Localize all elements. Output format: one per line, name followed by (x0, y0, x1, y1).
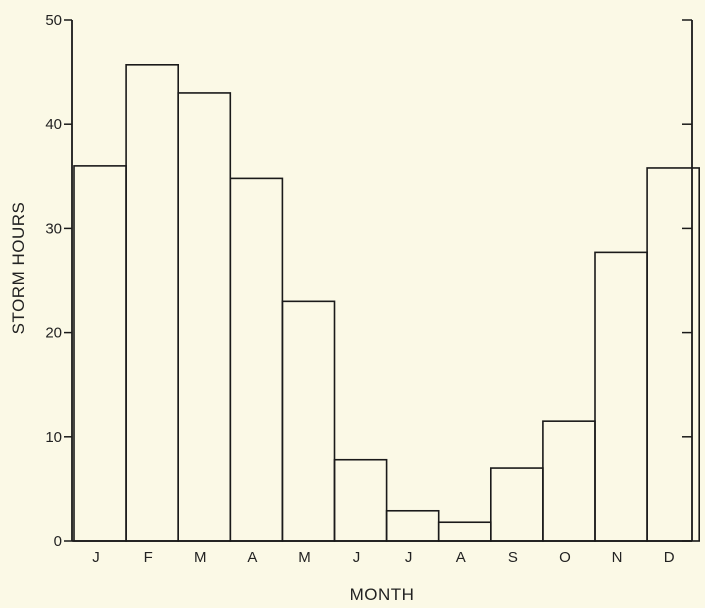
y-tick-label-30: 30 (45, 220, 62, 237)
bar-6 (333, 458, 388, 542)
x-tick-label-4: A (247, 549, 257, 566)
x-tick-label-9: S (508, 549, 518, 566)
x-axis-title: MONTH (350, 585, 415, 604)
bars-group (73, 64, 700, 542)
bar-7 (385, 509, 440, 542)
x-tick-label-5: M (298, 549, 311, 566)
y-tick-label-50: 50 (45, 12, 62, 29)
x-tick-label-2: F (144, 549, 153, 566)
bar-10 (542, 420, 596, 542)
x-tick-label-3: M (194, 549, 207, 566)
bar-5 (281, 300, 336, 542)
ticks-group: 0 10 20 30 40 50 (45, 12, 692, 550)
axes-group (71, 20, 693, 542)
bar-11 (594, 251, 648, 542)
bar-4 (229, 177, 284, 542)
x-tick-label-12: D (664, 549, 675, 566)
bar-9 (489, 467, 544, 542)
bar-2 (125, 64, 179, 542)
x-tick-label-7: J (405, 549, 413, 566)
y-axis-title: STORM HOURS (9, 202, 28, 335)
x-tick-label-8: A (456, 549, 466, 566)
x-tick-label-6: J (353, 549, 361, 566)
y-tick-label-20: 20 (45, 325, 62, 342)
bar-3 (177, 92, 232, 542)
y-tick-label-0: 0 (54, 533, 62, 550)
x-tick-label-1: J (92, 549, 100, 566)
y-tick-label-40: 40 (45, 116, 62, 133)
bar-1 (73, 165, 127, 542)
x-tick-label-10: O (559, 549, 571, 566)
bar-8 (437, 521, 492, 542)
x-tick-label-11: N (612, 549, 623, 566)
y-tick-label-10: 10 (45, 429, 62, 446)
